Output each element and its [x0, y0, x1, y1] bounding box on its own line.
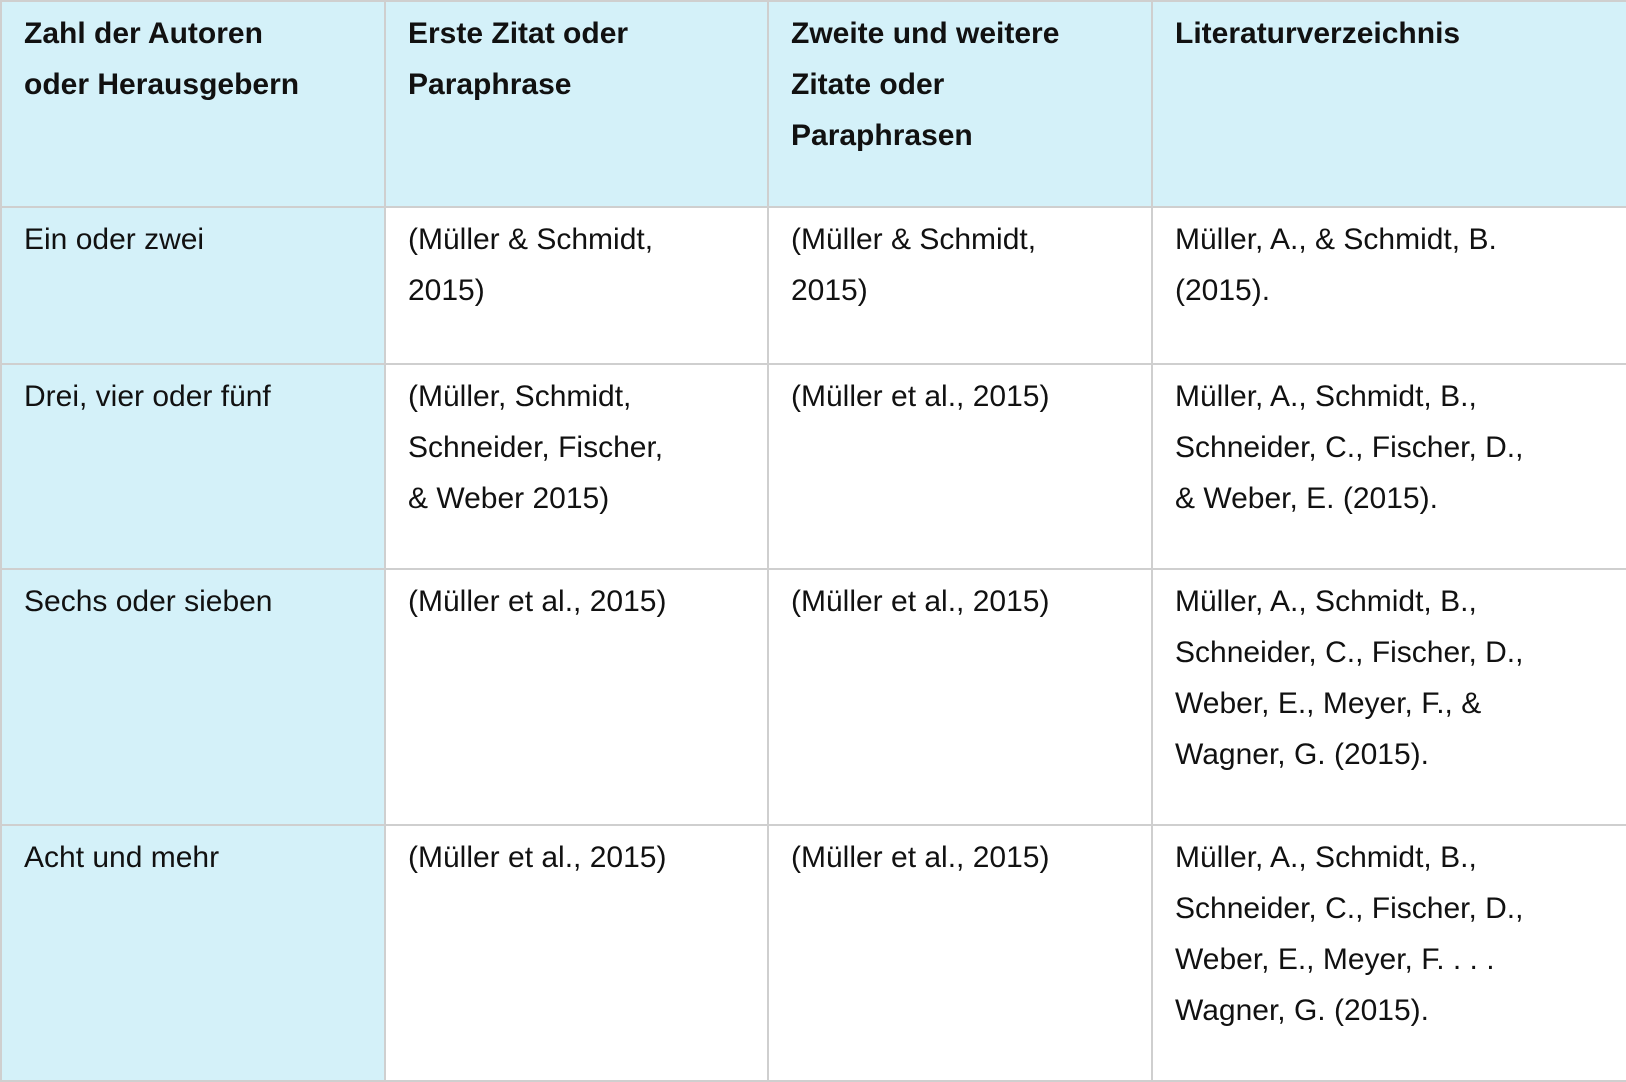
table-cell: Müller, A., Schmidt, B., Schneider, C., F… — [1151, 363, 1626, 570]
table-cell: (Müller & Schmidt, 2015) — [384, 206, 769, 365]
cell-line: (Müller et al., 2015) — [791, 841, 1050, 874]
cell-line: Zitate oder — [791, 68, 945, 101]
table-cell: (Müller et al., 2015) — [767, 824, 1153, 1082]
table-cell: Müller, A., Schmidt, B., Schneider, C., F… — [1151, 824, 1626, 1082]
cell-line: Erste Zitat oder — [408, 17, 629, 50]
cell-line: Schneider, Fischer, — [408, 431, 664, 464]
table-cell: Drei, vier oder fünf — [0, 363, 386, 570]
table-row: Ein oder zwei (Müller & Schmidt, 2015) (Mül… — [0, 206, 1626, 365]
cell-line: (Müller, Schmidt, — [408, 380, 632, 413]
cell-line: Sechs oder sieben — [24, 585, 273, 618]
cell-line: Müller, A., Schmidt, B., — [1175, 380, 1477, 413]
table-row: Acht und mehr (Müller et al., 2015) (Mülle… — [0, 824, 1626, 1082]
cell-line: Literaturverzeichnis — [1175, 17, 1461, 50]
cell-line: oder Herausgebern — [24, 68, 300, 101]
table-cell: Zahl der Autoren oder Herausgebern — [0, 0, 386, 208]
cell-line: (Müller & Schmidt, — [791, 223, 1037, 256]
cell-line: Weber, E., Meyer, F., & — [1175, 687, 1482, 720]
table-cell: (Müller et al., 2015) — [767, 363, 1153, 570]
table-cell: Literaturverzeichnis — [1151, 0, 1626, 208]
table-cell: Erste Zitat oder Paraphrase — [384, 0, 769, 208]
cell-line: Zweite und weitere — [791, 17, 1060, 50]
cell-line: Schneider, C., Fischer, D., — [1175, 431, 1524, 464]
table-cell: (Müller et al., 2015) — [384, 824, 769, 1082]
cell-line: Wagner, G. (2015). — [1175, 994, 1430, 1027]
table-cell: (Müller et al., 2015) — [384, 568, 769, 826]
cell-line: Müller, A., & Schmidt, B. — [1175, 223, 1497, 256]
cell-line: (Müller et al., 2015) — [791, 380, 1050, 413]
table-cell: (Müller et al., 2015) — [767, 568, 1153, 826]
cell-line: (Müller et al., 2015) — [791, 585, 1050, 618]
cell-line: Zahl der Autoren — [24, 17, 263, 50]
cell-line: (Müller & Schmidt, — [408, 223, 654, 256]
cell-line: Paraphrase — [408, 68, 572, 101]
cell-line: Müller, A., Schmidt, B., — [1175, 841, 1477, 874]
cell-line: Schneider, C., Fischer, D., — [1175, 636, 1524, 669]
table-row: Drei, vier oder fünf (Müller, Schmidt, Sch… — [0, 363, 1626, 570]
cell-line: Ein oder zwei — [24, 223, 205, 256]
table-cell: Ein oder zwei — [0, 206, 386, 365]
table-row: Sechs oder sieben (Müller et al., 2015) (M… — [0, 568, 1626, 826]
table-cell: (Müller, Schmidt, Schneider, Fischer, & We… — [384, 363, 769, 570]
cell-line: Müller, A., Schmidt, B., — [1175, 585, 1477, 618]
table-cell: (Müller & Schmidt, 2015) — [767, 206, 1153, 365]
cell-line: 2015) — [791, 274, 868, 307]
table-cell: Müller, A., Schmidt, B., Schneider, C., F… — [1151, 568, 1626, 826]
cell-line: Paraphrasen — [791, 119, 973, 152]
table-cell: Sechs oder sieben — [0, 568, 386, 826]
header-row: Zahl der Autoren oder Herausgebern Erste Z… — [0, 0, 1626, 208]
cell-line: Acht und mehr — [24, 841, 220, 874]
cell-line: Weber, E., Meyer, F. . . . — [1175, 943, 1495, 976]
cell-line: & Weber 2015) — [408, 482, 610, 515]
table-cell: Acht und mehr — [0, 824, 386, 1082]
cell-line: (Müller et al., 2015) — [408, 585, 667, 618]
cell-line: & Weber, E. (2015). — [1175, 482, 1438, 515]
table-cell: Zweite und weitere Zitate oder Paraphrasen — [767, 0, 1153, 208]
cell-line: (2015). — [1175, 274, 1271, 307]
table-cell: Müller, A., & Schmidt, B. (2015). — [1151, 206, 1626, 365]
cell-line: (Müller et al., 2015) — [408, 841, 667, 874]
cell-line: 2015) — [408, 274, 485, 307]
cell-line: Schneider, C., Fischer, D., — [1175, 892, 1524, 925]
cell-line: Drei, vier oder fünf — [24, 380, 271, 413]
cell-line: Wagner, G. (2015). — [1175, 738, 1430, 771]
